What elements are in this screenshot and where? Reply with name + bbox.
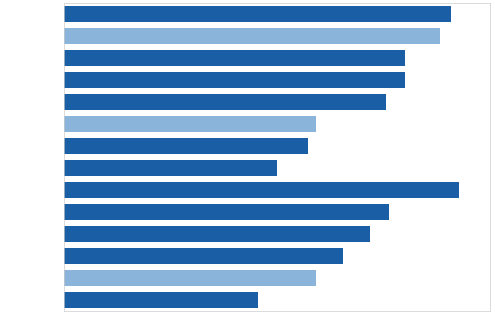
Bar — [64, 204, 390, 220]
Bar — [64, 160, 277, 176]
Bar — [64, 248, 343, 264]
Bar — [64, 50, 405, 66]
Bar — [64, 28, 440, 44]
Bar — [64, 226, 370, 242]
Bar — [64, 292, 258, 307]
Bar — [64, 94, 386, 110]
Bar — [64, 182, 459, 198]
Bar — [64, 138, 308, 154]
Bar — [64, 270, 316, 286]
Bar — [64, 116, 316, 132]
Bar — [64, 6, 451, 22]
Bar — [64, 72, 405, 88]
